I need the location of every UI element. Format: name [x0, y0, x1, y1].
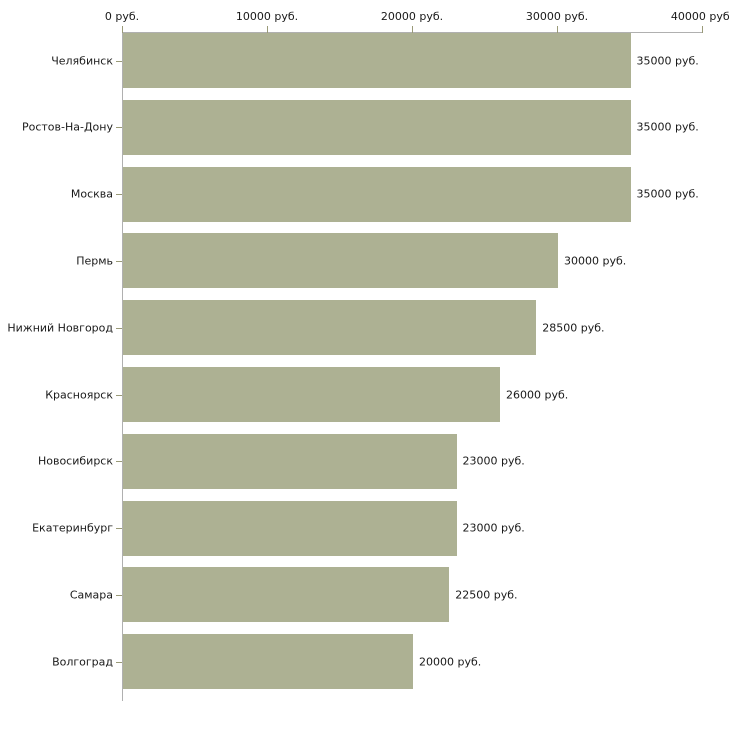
y-axis-category-label: Нижний Новгород: [7, 321, 113, 335]
y-axis-category-label: Ростов-На-Дону: [21, 120, 113, 134]
y-axis-category-label: Волгоград: [52, 655, 113, 669]
y-axis-tick: [116, 395, 122, 396]
bar[interactable]: [123, 500, 457, 556]
bar-value-label: 23000 руб.: [462, 521, 525, 535]
bar[interactable]: [123, 33, 631, 88]
y-axis-tick: [116, 528, 122, 529]
y-axis-tick: [116, 328, 122, 329]
x-axis-tick: [412, 26, 413, 33]
y-axis-category-label: Самара: [69, 588, 113, 602]
bar-value-label: 35000 руб.: [636, 120, 699, 134]
bar-value-label: 28500 руб.: [542, 321, 605, 335]
x-axis-tick-label: 10000 руб.: [235, 10, 299, 23]
bar-value-label: 26000 руб.: [506, 388, 569, 401]
bar[interactable]: [123, 634, 413, 690]
bar[interactable]: [123, 367, 500, 422]
y-axis-category-label: Москва: [70, 187, 113, 201]
bar-value-label: 23000 руб.: [462, 454, 525, 468]
y-axis-category-label: Красноярск: [45, 388, 113, 401]
y-axis-tick: [116, 194, 122, 195]
bar[interactable]: [123, 233, 558, 289]
x-axis-tick: [122, 26, 123, 33]
y-axis-category-label: Екатеринбург: [32, 521, 113, 535]
bar[interactable]: [123, 433, 457, 489]
bar-value-label: 35000 руб.: [636, 54, 699, 67]
y-axis-tick: [116, 662, 122, 663]
bar-value-label: 22500 руб.: [455, 588, 518, 602]
x-axis-tick: [267, 26, 268, 33]
bar-value-label: 20000 руб.: [419, 655, 482, 669]
x-axis-tick-label: 30000 руб.: [525, 10, 589, 23]
bar[interactable]: [123, 300, 537, 356]
bar-value-label: 30000 руб.: [564, 254, 627, 268]
bar[interactable]: [123, 99, 631, 155]
x-axis-tick-label: 40000 руб.: [670, 10, 730, 23]
x-axis-tick-label: 0 руб.: [104, 10, 140, 23]
x-axis-tick-label: 20000 руб.: [380, 10, 444, 23]
x-axis-tick: [557, 26, 558, 33]
bar-value-label: 35000 руб.: [636, 187, 699, 201]
bar[interactable]: [123, 166, 631, 222]
y-axis-tick: [116, 461, 122, 462]
y-axis-tick: [116, 595, 122, 596]
x-axis-tick: [702, 26, 703, 33]
y-axis-category-label: Челябинск: [51, 54, 113, 67]
y-axis-category-label: Новосибирск: [37, 454, 113, 468]
bar[interactable]: [123, 567, 450, 623]
y-axis-tick: [116, 261, 122, 262]
y-axis-tick: [116, 61, 122, 62]
y-axis-line: [122, 26, 123, 701]
y-axis-category-label: Пермь: [76, 254, 113, 268]
y-axis-tick: [116, 127, 122, 128]
